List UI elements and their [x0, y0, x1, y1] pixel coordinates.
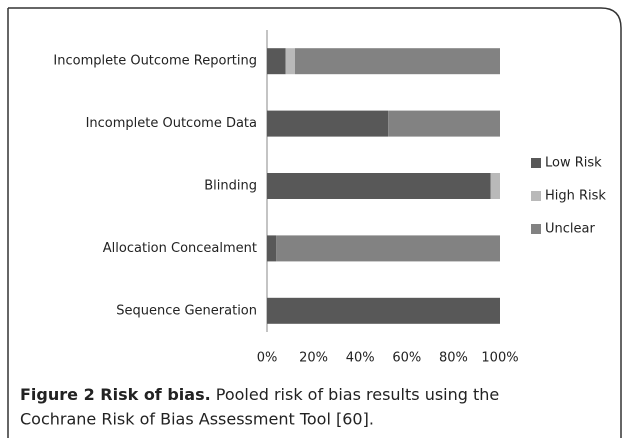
legend-swatch	[531, 158, 541, 168]
bar-segment	[267, 48, 286, 75]
legend-swatch	[531, 224, 541, 234]
x-tick-label: 60%	[392, 351, 421, 366]
bar-segment	[267, 297, 500, 324]
bar-segment	[267, 110, 389, 137]
bar-segment	[294, 48, 500, 75]
y-tick-label: Incomplete Outcome Reporting	[53, 54, 257, 69]
bar-segment	[276, 235, 500, 262]
x-tick-label: 80%	[439, 351, 468, 366]
caption: Figure 2 Risk of bias. Pooled risk of bi…	[20, 385, 499, 404]
caption-text: Pooled risk of bias results using the	[216, 385, 499, 404]
legend-label: High Risk	[545, 189, 606, 204]
legend-label: Low Risk	[545, 156, 602, 171]
bar-segment	[490, 173, 500, 199]
caption-label: Figure 2 Risk of bias.	[20, 385, 211, 404]
bar-segment	[285, 48, 295, 75]
legend-label: Unclear	[545, 222, 595, 237]
y-tick-label: Allocation Concealment	[103, 241, 257, 256]
x-tick-label: 20%	[299, 351, 328, 366]
frame	[8, 7, 622, 438]
bar-segment	[388, 110, 500, 137]
caption-text: Cochrane Risk of Bias Assessment Tool [6…	[20, 410, 374, 429]
x-tick-label: 100%	[481, 351, 518, 366]
legend-swatch	[531, 191, 541, 201]
bar-segment	[267, 235, 277, 262]
x-tick-label: 40%	[346, 351, 375, 366]
y-tick-label: Incomplete Outcome Data	[86, 116, 257, 131]
x-tick-label: 0%	[257, 351, 278, 366]
y-tick-label: Blinding	[204, 179, 257, 194]
y-tick-label: Sequence Generation	[116, 303, 257, 318]
bar-segment	[267, 173, 491, 199]
